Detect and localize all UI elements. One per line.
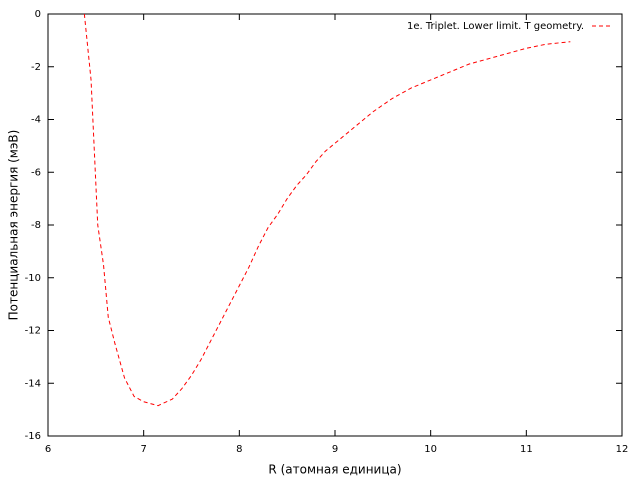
data-line: [83, 13, 571, 407]
x-tick-label: 12: [616, 444, 629, 455]
y-tick-label: -2: [31, 62, 41, 73]
y-tick-label: -8: [31, 220, 41, 231]
plot-frame: [47, 13, 623, 437]
y-tick-label: -4: [31, 115, 41, 126]
x-tick-label: 8: [236, 444, 242, 455]
x-axis-label: R (атомная единица): [268, 463, 401, 477]
y-tick-label: -10: [25, 273, 41, 284]
y-tick-label: -14: [25, 378, 41, 389]
x-tick-label: 7: [140, 444, 146, 455]
x-tick-label: 10: [424, 444, 437, 455]
y-tick-label: -6: [31, 167, 41, 178]
y-tick-label: 0: [35, 9, 41, 20]
legend-label: 1e. Triplet. Lower limit. T geometry.: [407, 21, 584, 32]
y-tick-label: -12: [25, 326, 41, 337]
x-tick-label: 9: [332, 444, 338, 455]
y-axis-label: Потенциальная энергия (мэВ): [7, 130, 21, 321]
y-tick-label: -16: [25, 431, 41, 442]
x-tick-label: 6: [45, 444, 51, 455]
x-tick-label: 11: [520, 444, 533, 455]
